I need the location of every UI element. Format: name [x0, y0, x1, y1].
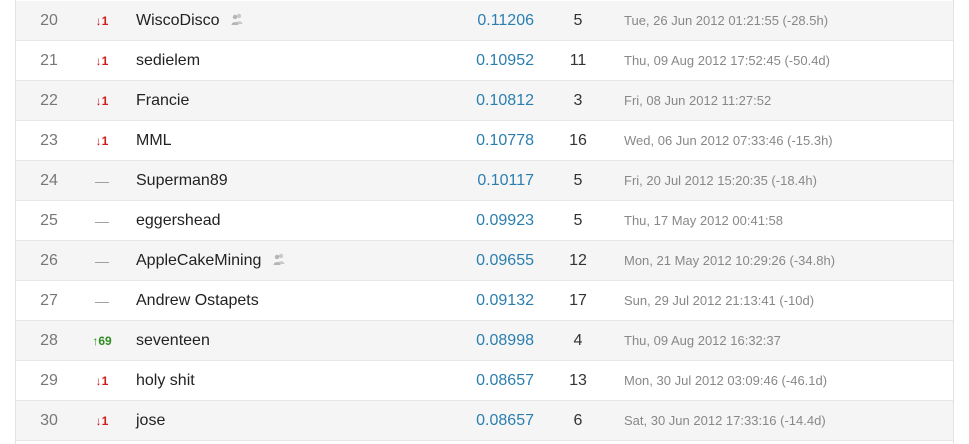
rank-number: 22: [40, 92, 58, 109]
score-value: 0.08998: [476, 332, 534, 349]
leaderboard-row: 21 ↓1 sedielem 0.10952 11 Thu, 09 Aug 20…: [16, 41, 953, 81]
team-name-cell: jose: [136, 401, 165, 441]
entries-count: 12: [569, 252, 587, 269]
leaderboard-row: 20 ↓1 WiscoDisco 0.11206 5 Tue, 26 Jun 2…: [16, 1, 953, 41]
rank-number: 25: [40, 212, 58, 229]
score-value: 0.08657: [476, 372, 534, 389]
entries-count: 4: [573, 332, 583, 349]
last-submission: Thu, 09 Aug 2012 16:32:37: [624, 333, 781, 348]
team-name-cell: seventeen: [136, 321, 210, 361]
score-value: 0.08657: [476, 412, 534, 429]
last-submission: Fri, 20 Jul 2012 15:20:35 (-18.4h): [624, 173, 817, 188]
team-name-cell: Francie: [136, 81, 189, 121]
rank-number: 23: [40, 132, 58, 149]
last-submission: Thu, 09 Aug 2012 17:52:45 (-50.4d): [624, 53, 830, 68]
team-name-cell: eggershead: [136, 201, 221, 241]
rank-change: —: [95, 173, 109, 189]
team-name-link[interactable]: holy shit: [136, 372, 195, 389]
last-submission: Fri, 08 Jun 2012 11:27:52: [624, 93, 772, 108]
rank-number: 27: [40, 292, 58, 309]
team-name-link[interactable]: Andrew Ostapets: [136, 292, 259, 309]
rank-change: ↓1: [95, 374, 109, 388]
team-members-icon: [273, 253, 285, 265]
team-members-icon: [231, 13, 243, 25]
score-value: 0.10778: [476, 132, 534, 149]
score-value: 0.09923: [476, 212, 534, 229]
leaderboard-row: 27 — Andrew Ostapets 0.09132 17 Sun, 29 …: [16, 281, 953, 321]
rank-number: 21: [40, 52, 58, 69]
last-submission: Tue, 26 Jun 2012 01:21:55 (-28.5h): [624, 13, 829, 28]
score-value: 0.10812: [476, 92, 534, 109]
rank-change: —: [95, 253, 109, 269]
entries-count: 5: [573, 172, 583, 189]
rank-change: ↓1: [95, 54, 109, 68]
leaderboard-row: 25 — eggershead 0.09923 5 Thu, 17 May 20…: [16, 201, 953, 241]
team-name-link[interactable]: WiscoDisco: [136, 12, 220, 29]
leaderboard-row: 22 ↓1 Francie 0.10812 3 Fri, 08 Jun 2012…: [16, 81, 953, 121]
team-name-link[interactable]: AppleCakeMining: [136, 252, 262, 269]
rank-number: 30: [40, 412, 58, 429]
leaderboard-table: 20 ↓1 WiscoDisco 0.11206 5 Tue, 26 Jun 2…: [15, 0, 954, 444]
leaderboard-row: 28 ↑69 seventeen 0.08998 4 Thu, 09 Aug 2…: [16, 321, 953, 361]
rank-change: ↓1: [95, 414, 109, 428]
rank-change: ↓1: [95, 14, 109, 28]
score-value: 0.11206: [477, 12, 534, 29]
leaderboard-row: 24 — Superman89 0.10117 5 Fri, 20 Jul 20…: [16, 161, 953, 201]
team-name-link[interactable]: Francie: [136, 92, 190, 109]
team-name-cell: WiscoDisco: [136, 1, 244, 41]
score-value: 0.09132: [476, 292, 534, 309]
score-value: 0.09655: [476, 252, 534, 269]
entries-count: 5: [573, 212, 583, 229]
team-name-link[interactable]: MML: [136, 132, 172, 149]
last-submission: Thu, 17 May 2012 00:41:58: [624, 213, 784, 228]
leaderboard-rows: 20 ↓1 WiscoDisco 0.11206 5 Tue, 26 Jun 2…: [16, 1, 953, 441]
team-name-link[interactable]: seventeen: [136, 332, 210, 349]
score-value: 0.10952: [476, 52, 534, 69]
rank-number: 24: [40, 172, 58, 189]
last-submission: Mon, 21 May 2012 10:29:26 (-34.8h): [624, 253, 836, 268]
team-name-cell: sedielem: [136, 41, 200, 81]
entries-count: 5: [573, 12, 583, 29]
entries-count: 16: [569, 132, 587, 149]
rank-change: ↓1: [95, 94, 109, 108]
team-name-cell: MML: [136, 121, 172, 161]
entries-count: 13: [569, 372, 587, 389]
entries-count: 6: [573, 412, 583, 429]
rank-change: ↓1: [95, 134, 109, 148]
rank-change: —: [95, 213, 109, 229]
last-submission: Sat, 30 Jun 2012 17:33:16 (-14.4d): [624, 413, 826, 428]
team-name-cell: holy shit: [136, 361, 195, 401]
rank-change: ↑69: [92, 334, 112, 348]
leaderboard-row: 23 ↓1 MML 0.10778 16 Wed, 06 Jun 2012 07…: [16, 121, 953, 161]
rank-number: 26: [40, 252, 58, 269]
entries-count: 3: [573, 92, 583, 109]
team-name-cell: Superman89: [136, 161, 228, 201]
team-name-link[interactable]: jose: [136, 412, 166, 429]
rank-number: 28: [40, 332, 58, 349]
last-submission: Mon, 30 Jul 2012 03:09:46 (-46.1d): [624, 373, 828, 388]
leaderboard-row: 26 — AppleCakeMining 0.09655 12 Mon, 21 …: [16, 241, 953, 281]
team-name-link[interactable]: sedielem: [136, 52, 201, 69]
entries-count: 11: [569, 52, 587, 69]
last-submission: Wed, 06 Jun 2012 07:33:46 (-15.3h): [624, 133, 833, 148]
team-name-cell: AppleCakeMining: [136, 241, 286, 281]
last-submission: Sun, 29 Jul 2012 21:13:41 (-10d): [624, 293, 815, 308]
leaderboard-row: 29 ↓1 holy shit 0.08657 13 Mon, 30 Jul 2…: [16, 361, 953, 401]
score-value: 0.10117: [477, 172, 534, 189]
leaderboard-row: 30 ↓1 jose 0.08657 6 Sat, 30 Jun 2012 17…: [16, 401, 953, 441]
team-name-link[interactable]: eggershead: [136, 212, 221, 229]
team-name-cell: Andrew Ostapets: [136, 281, 259, 321]
team-name-link[interactable]: Superman89: [136, 172, 228, 189]
entries-count: 17: [569, 292, 587, 309]
rank-number: 20: [40, 12, 58, 29]
rank-number: 29: [40, 372, 58, 389]
rank-change: —: [95, 293, 109, 309]
